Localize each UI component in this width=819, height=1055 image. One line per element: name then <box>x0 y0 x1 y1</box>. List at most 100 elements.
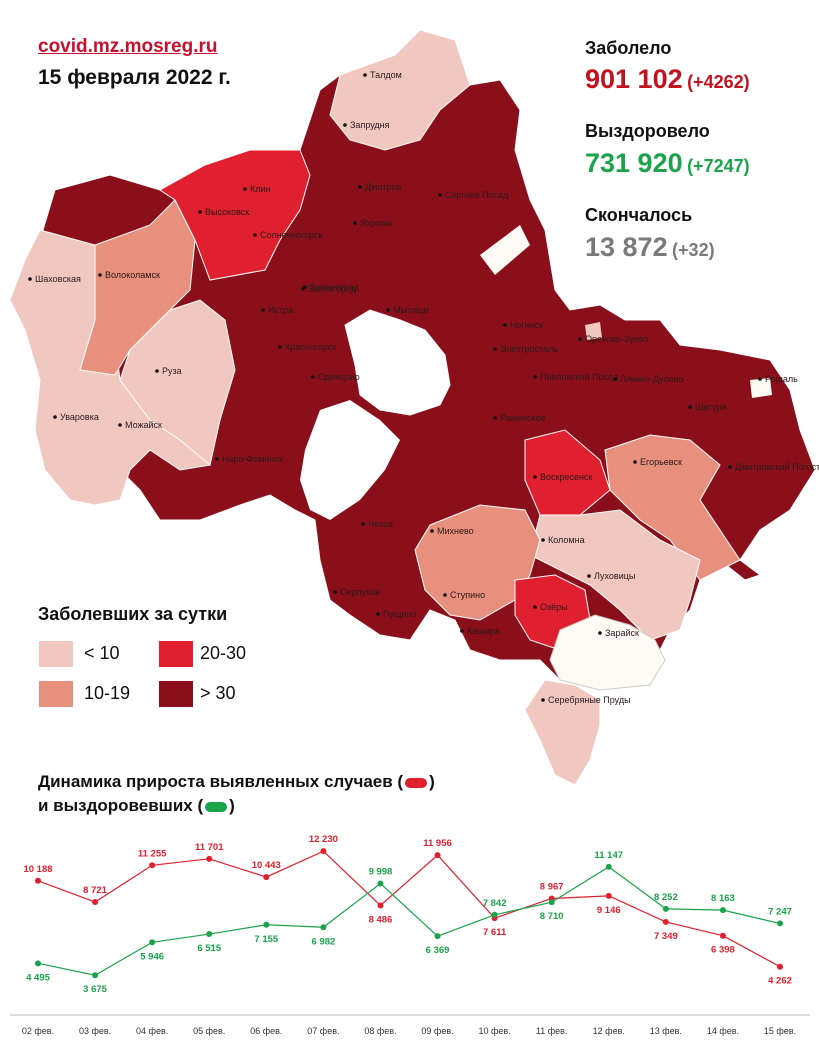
x-tick-label: 03 фев. <box>79 1026 111 1036</box>
map-city-label: Орехово-Зуево <box>585 334 648 344</box>
map-city-label: Запрудня <box>350 120 390 130</box>
recovered-data-label: 7 247 <box>768 906 792 917</box>
map-city-dot <box>53 415 57 419</box>
recovered-point <box>92 972 99 979</box>
map-city-label: Кашира <box>467 626 500 636</box>
cases-data-label: 11 255 <box>138 848 167 859</box>
map-city-label: Звенигород <box>308 284 357 294</box>
sick-label: Заболело <box>585 38 672 58</box>
source-site-link[interactable]: covid.mz.mosreg.ru <box>38 36 218 57</box>
map-city-label: Озёры <box>540 602 568 612</box>
map-city-dot <box>758 377 762 381</box>
map-city-label: Солнечногорск <box>260 230 322 240</box>
x-tick-label: 14 фев. <box>707 1026 739 1036</box>
cases-point <box>434 852 441 859</box>
map-city-dot <box>688 405 692 409</box>
recovered-data-label: 8 710 <box>540 911 564 922</box>
cases-point <box>777 963 783 970</box>
green-series-icon <box>205 801 228 812</box>
recovered-data-label: 7 155 <box>254 934 278 945</box>
died-delta: (+32) <box>672 240 715 260</box>
map-city-dot <box>118 423 122 427</box>
legend-label-lt10: < 10 <box>84 643 120 663</box>
map-city-dot <box>541 698 545 702</box>
map-city-dot <box>386 308 390 312</box>
legend-swatch-20-30 <box>158 640 194 668</box>
legend-swatch-lt10 <box>38 640 74 668</box>
cases-point <box>320 848 327 855</box>
map-city-label: Дмитров <box>365 182 401 192</box>
recovered-data-label: 11 147 <box>594 850 623 861</box>
sick-value: 901 102 <box>585 64 683 94</box>
cases-point <box>605 892 612 899</box>
map-city-dot <box>243 187 247 191</box>
region-patch-roshal <box>750 378 772 398</box>
map-city-dot <box>215 457 219 461</box>
map-city-dot <box>353 221 357 225</box>
map-city-label: Дмитровский Погост <box>735 462 819 472</box>
legend-label-20-30: 20-30 <box>200 643 247 663</box>
map-city-label: Воскресенск <box>540 472 592 482</box>
map-city-label: Наро-Фоминск <box>222 454 283 464</box>
recovered-point <box>263 921 270 928</box>
recovered-stat: 731 920 (+7247) <box>585 148 750 179</box>
region-serebryanye-prudy <box>524 679 601 786</box>
moscow-city <box>344 309 451 416</box>
map-city-label: Павловский Посад <box>540 372 619 382</box>
map-city-dot <box>728 465 732 469</box>
chart-title-line1: Динамика прироста выявленных случаев ( <box>38 772 404 791</box>
cases-point <box>263 874 270 881</box>
map-city-dot <box>438 193 442 197</box>
map-city-label: Зарайск <box>605 628 639 638</box>
x-tick-label: 07 фев. <box>307 1026 339 1036</box>
x-tick-label: 06 фев. <box>250 1026 282 1036</box>
recovered-data-label: 6 515 <box>197 943 221 954</box>
recovered-value: 731 920 <box>585 148 683 178</box>
legend-title: Заболевших за сутки <box>38 604 228 624</box>
cases-data-label: 4 262 <box>768 976 792 987</box>
legend-label-gt30: > 30 <box>200 683 236 703</box>
map-city-label: Сергиев Посад <box>445 190 509 200</box>
map-city-dot <box>533 475 537 479</box>
map-city-label: Руза <box>162 366 182 376</box>
map-city-label: Уваровка <box>60 412 99 422</box>
cases-data-label: 7 611 <box>483 927 507 938</box>
region-patch-east <box>480 225 530 275</box>
map-city-dot <box>587 574 591 578</box>
recovered-delta: (+7247) <box>687 156 750 176</box>
legend-swatch-10-19 <box>38 680 74 708</box>
region-zaraysk <box>549 614 666 691</box>
dynamics-line-chart: 10 188 8 721 11 255 11 701 10 443 12 230 8 486… <box>10 834 810 1036</box>
recovered-point <box>377 880 384 887</box>
x-tick-label: 04 фев. <box>136 1026 168 1036</box>
map-city-label: Электросталь <box>500 344 558 354</box>
region-egorievsk <box>604 434 741 581</box>
map-city-dot <box>363 73 367 77</box>
legend-swatch-gt30 <box>158 680 194 708</box>
map-city-label: Ногинск <box>510 320 543 330</box>
cases-point <box>377 902 384 909</box>
cases-data-label: 8 721 <box>83 885 107 896</box>
x-tick-label: 15 фев. <box>764 1026 796 1036</box>
recovered-point <box>320 924 327 931</box>
chart-title-line1-end: ) <box>429 772 435 791</box>
report-date: 15 февраля 2022 г. <box>38 66 231 89</box>
map-labels: Талдом Запрудня Дмитров Сергиев Посад Клин Вы… <box>28 70 819 705</box>
moscow-region-map: Талдом Запрудня Дмитров Сергиев Посад Клин Вы… <box>9 29 819 786</box>
recovered-data-label: 4 495 <box>26 972 50 983</box>
cases-point <box>719 932 726 939</box>
map-city-label: Яхрома <box>360 218 392 228</box>
x-tick-label: 05 фев. <box>193 1026 225 1036</box>
map-city-dot <box>343 123 347 127</box>
map-city-label: Коломна <box>548 535 585 545</box>
map-city-label: Можайск <box>125 420 162 430</box>
cases-point <box>662 918 669 925</box>
died-value: 13 872 <box>585 232 668 262</box>
map-city-label: Чехов <box>368 519 393 529</box>
cases-point <box>149 862 156 869</box>
cases-data-label: 12 230 <box>309 834 338 845</box>
recovered-point <box>149 939 156 946</box>
map-city-dot <box>376 612 380 616</box>
map-city-dot <box>261 308 265 312</box>
recovered-data-label: 8 252 <box>654 892 678 903</box>
